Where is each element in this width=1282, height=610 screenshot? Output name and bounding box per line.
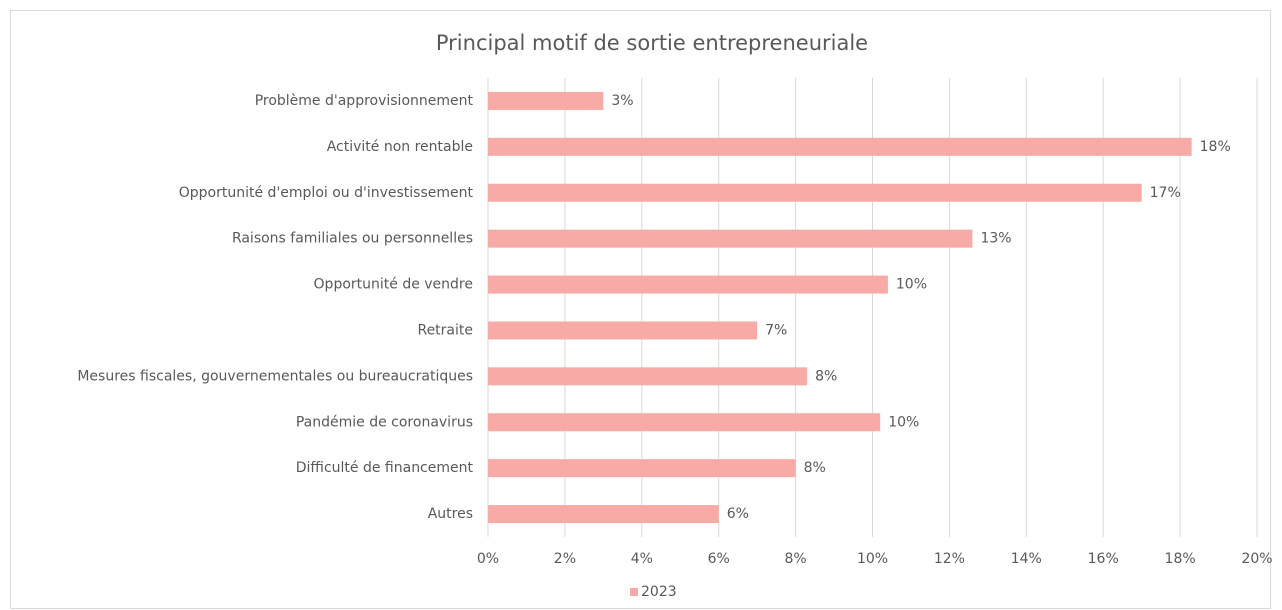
bar — [488, 91, 604, 110]
data-label: 18% — [1200, 139, 1231, 155]
bar — [488, 459, 796, 478]
bar — [488, 137, 1192, 156]
x-tick-label: 20% — [1241, 551, 1272, 567]
data-label: 13% — [980, 231, 1011, 247]
y-tick-label: Problème d'approvisionnement — [255, 93, 474, 109]
x-tick-label: 14% — [1011, 551, 1042, 567]
y-tick-label: Activité non rentable — [327, 139, 473, 155]
legend-swatch — [630, 588, 638, 596]
x-tick-label: 18% — [1165, 551, 1196, 567]
data-label: 8% — [815, 368, 837, 384]
x-tick-label: 16% — [1088, 551, 1119, 567]
y-tick-label: Opportunité de vendre — [314, 277, 473, 293]
data-label: 8% — [804, 460, 826, 476]
y-tick-label: Retraite — [417, 322, 473, 338]
y-tick-label: Autres — [428, 506, 473, 522]
data-label: 10% — [896, 277, 927, 293]
y-tick-label: Difficulté de financement — [296, 460, 474, 476]
bar — [488, 275, 888, 294]
legend-label: 2023 — [641, 584, 677, 600]
y-tick-label: Raisons familiales ou personnelles — [232, 231, 473, 247]
data-label: 7% — [765, 322, 787, 338]
bar — [488, 183, 1142, 202]
x-tick-label: 8% — [784, 551, 806, 567]
x-tick-label: 0% — [477, 551, 499, 567]
x-tick-label: 2% — [554, 551, 576, 567]
bar — [488, 413, 881, 432]
x-tick-label: 12% — [934, 551, 965, 567]
y-tick-label: Pandémie de coronavirus — [296, 414, 473, 430]
bar — [488, 505, 719, 524]
y-tick-label: Opportunité d'emploi ou d'investissement — [179, 185, 474, 201]
data-label: 10% — [888, 414, 919, 430]
x-tick-label: 10% — [857, 551, 888, 567]
bar — [488, 321, 758, 340]
bar — [488, 367, 808, 386]
data-label: 17% — [1150, 185, 1181, 201]
chart-title: Principal motif de sortie entrepreneuria… — [436, 31, 868, 55]
data-label: 6% — [727, 506, 749, 522]
data-label: 3% — [611, 93, 633, 109]
x-tick-label: 4% — [631, 551, 653, 567]
x-tick-label: 6% — [708, 551, 730, 567]
bar — [488, 229, 973, 248]
y-tick-label: Mesures fiscales, gouvernementales ou bu… — [77, 368, 473, 384]
